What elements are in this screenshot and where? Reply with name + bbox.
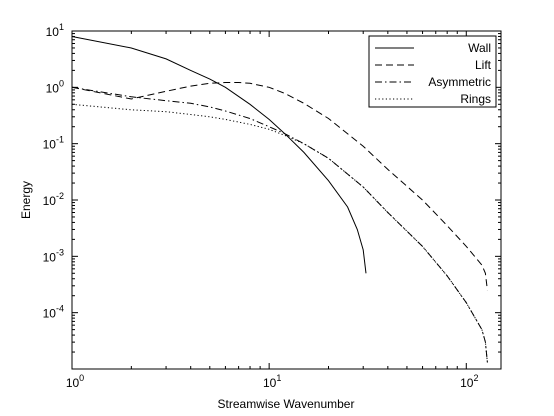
y-tick-label: 10-1 [43, 135, 64, 152]
series-line-wall [71, 36, 367, 274]
y-tick-label: 100 [46, 78, 64, 95]
y-tick-label: 10-3 [43, 247, 64, 264]
y-tick-label: 101 [46, 22, 64, 39]
y-tick-label: 10-4 [43, 304, 64, 321]
x-tick-label: 101 [263, 373, 281, 390]
series-line-asymmetric [71, 86, 488, 363]
x-tick-label: 100 [66, 373, 84, 390]
legend-label-asymmetric: Asymmetric [428, 75, 491, 89]
series-layer [71, 36, 488, 363]
legend: Wall Lift Asymmetric Rings [368, 35, 497, 108]
x-axis-label: Streamwise Wavenumber [218, 397, 355, 411]
legend-label-lift: Lift [475, 58, 492, 72]
series-line-rings [71, 103, 488, 363]
y-tick-label: 10-2 [43, 191, 64, 208]
legend-label-rings: Rings [460, 92, 491, 106]
y-axis-label: Energy [19, 181, 33, 219]
x-tick-label: 102 [460, 373, 478, 390]
series-line-lift [71, 82, 488, 291]
legend-label-wall: Wall [468, 41, 491, 55]
plot-frame [71, 30, 502, 370]
